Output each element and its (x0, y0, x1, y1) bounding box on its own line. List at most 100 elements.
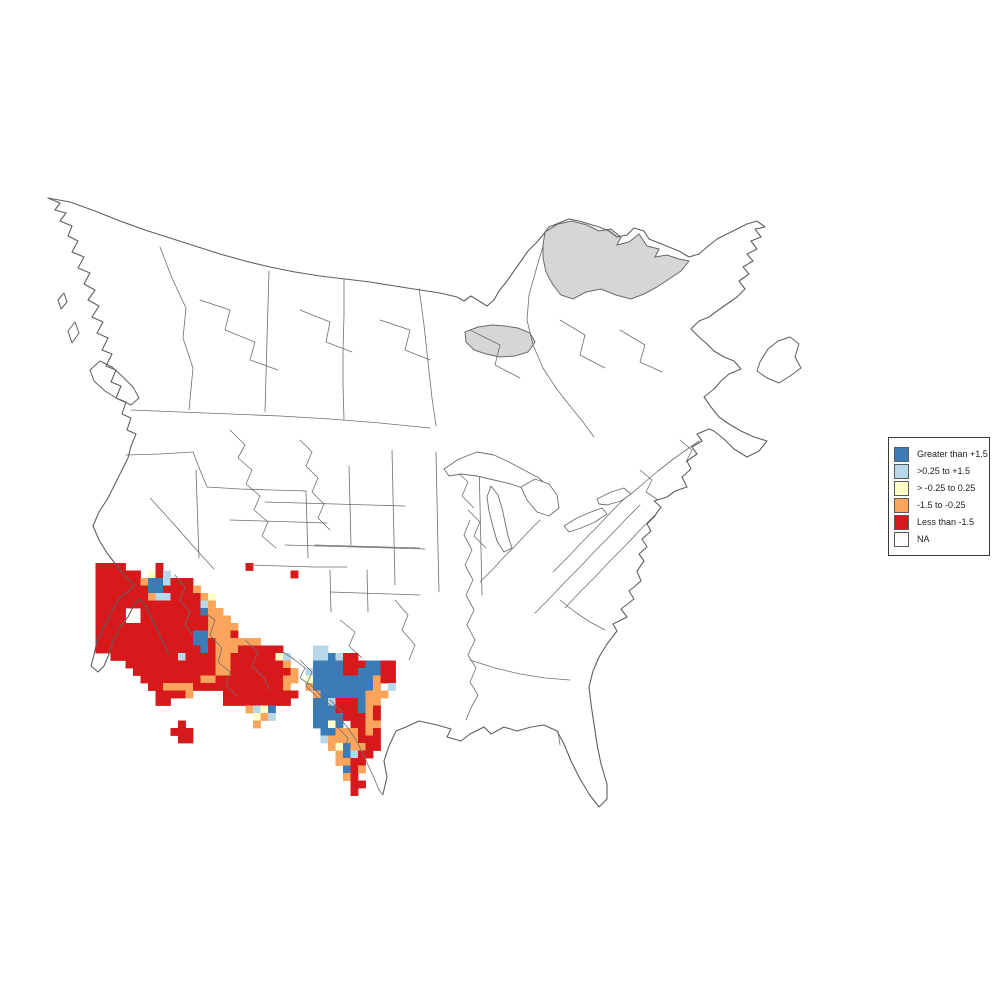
grid-cell (193, 608, 201, 616)
grid-cell (313, 683, 321, 691)
grid-cell (335, 698, 344, 706)
grid-cell (178, 630, 186, 639)
grid-cell (148, 645, 156, 654)
grid-cell (335, 750, 344, 759)
grid-cell (178, 578, 186, 586)
grid-cell (163, 608, 171, 616)
grid-cell (350, 675, 359, 684)
grid-cell (133, 578, 141, 586)
grid-cell (103, 630, 111, 639)
grid-cell (110, 630, 119, 639)
grid-cell (155, 608, 164, 616)
grid-cell (193, 630, 201, 639)
grid-cell (148, 570, 156, 579)
grid-cell (358, 758, 366, 766)
grid-cell (328, 743, 336, 751)
lake-huron (520, 478, 560, 517)
grid-cell (178, 653, 186, 661)
grid-cell (163, 668, 171, 676)
grid-cell (238, 660, 246, 669)
grid-cell (275, 660, 284, 669)
grid-cell (253, 683, 261, 691)
grid-cell (200, 600, 209, 609)
na-region-prairie (464, 324, 536, 358)
grid-cell (155, 593, 164, 601)
grid-cell (140, 675, 149, 684)
grid-cell (133, 570, 141, 579)
grid-cell (335, 720, 344, 729)
grid-cell (163, 653, 171, 661)
grid-cell (313, 720, 321, 729)
grid-cell (103, 623, 111, 631)
grid-cell (358, 720, 366, 729)
grid-cell (103, 570, 111, 579)
grid-cell (245, 690, 254, 699)
grid-cell (328, 683, 336, 691)
grid-cell (320, 683, 329, 691)
grid-cell (343, 698, 351, 706)
grid-cell (373, 690, 381, 699)
grid-cell (343, 668, 351, 676)
grid-cell (215, 608, 224, 616)
grid-cell (208, 653, 216, 661)
grid-cell (155, 563, 164, 571)
grid-cell (305, 668, 314, 676)
grid-cell (170, 608, 179, 616)
grid-cell (185, 675, 194, 684)
grid-cell (245, 668, 254, 676)
grid-cell (178, 593, 186, 601)
grid-cell (185, 728, 194, 736)
grid-cell (373, 713, 381, 721)
legend-label: -1.5 to -0.25 (917, 499, 966, 510)
grid-cell (148, 585, 156, 594)
grid-cell (253, 713, 261, 721)
grid-cell (110, 615, 119, 624)
grid-cell (125, 585, 134, 594)
grid-cell (223, 630, 231, 639)
grid-cell (110, 585, 119, 594)
grid-cell (155, 660, 164, 669)
grid-cell (155, 638, 164, 646)
grid-cell (148, 593, 156, 601)
grid-cell (358, 728, 366, 736)
coastline (47, 197, 768, 808)
grid-cell (170, 638, 179, 646)
grid-cell (245, 645, 254, 654)
grid-cell (358, 690, 366, 699)
grid-cell (95, 585, 104, 594)
grid-cell (350, 728, 359, 736)
grid-cell (343, 690, 351, 699)
border-on-qc (526, 245, 595, 438)
grid-cell (343, 728, 351, 736)
grid-cell (260, 668, 269, 676)
grid-cell (380, 660, 389, 669)
legend-swatch (894, 497, 909, 513)
grid-cell (200, 675, 209, 684)
border-bc-ab (159, 246, 194, 411)
grid-cell (238, 638, 246, 646)
grid-cell (95, 615, 104, 624)
grid-cell (343, 735, 351, 744)
grid-cell (313, 675, 321, 684)
grid-cell (140, 578, 149, 586)
grid-cell (365, 720, 374, 729)
grid-cell (185, 578, 194, 586)
grid-cell (185, 585, 194, 594)
grid-cell (140, 645, 149, 654)
grid-cell (200, 660, 209, 669)
grid-cell (95, 593, 104, 601)
grid-cell (170, 728, 179, 736)
grid-cell (320, 728, 329, 736)
legend-item: Greater than +1.5 (894, 446, 989, 463)
grid-cell (133, 638, 141, 646)
grid-cell (335, 728, 344, 736)
grid-cell (215, 638, 224, 646)
grid-cell (320, 735, 329, 744)
grid-cell (313, 705, 321, 714)
grid-cell (350, 660, 359, 669)
legend-swatch (894, 463, 909, 479)
grid-cell (230, 645, 239, 654)
grid-cell (253, 660, 261, 669)
grid-cell (140, 668, 149, 676)
grid-cell (118, 608, 126, 616)
